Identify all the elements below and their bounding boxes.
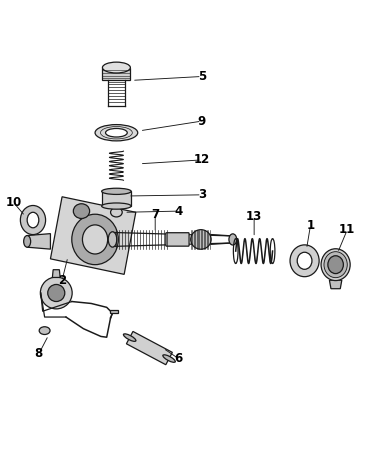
Polygon shape [52,270,60,277]
Ellipse shape [39,327,50,334]
Ellipse shape [324,252,347,278]
Ellipse shape [73,204,90,219]
Text: 11: 11 [339,223,355,236]
Polygon shape [102,67,130,80]
Polygon shape [102,191,131,206]
Ellipse shape [123,334,136,342]
Ellipse shape [321,249,350,281]
Ellipse shape [40,277,72,309]
Ellipse shape [95,124,138,141]
Polygon shape [27,234,50,249]
Polygon shape [110,310,118,313]
Ellipse shape [297,252,312,269]
Ellipse shape [102,188,131,194]
Text: 5: 5 [197,70,206,83]
Text: 8: 8 [35,347,43,361]
Ellipse shape [111,208,122,217]
Text: 3: 3 [198,188,206,201]
Ellipse shape [191,229,211,249]
Ellipse shape [24,236,31,247]
Ellipse shape [48,285,65,302]
Ellipse shape [82,225,108,254]
Text: 6: 6 [174,352,183,365]
Text: 13: 13 [246,209,262,223]
Ellipse shape [21,206,46,235]
Polygon shape [126,332,172,365]
Ellipse shape [27,212,39,228]
Ellipse shape [229,234,237,245]
Text: 12: 12 [194,153,210,166]
Ellipse shape [102,62,130,73]
Ellipse shape [290,245,319,277]
Text: 4: 4 [174,205,183,218]
Ellipse shape [102,203,131,209]
Text: 1: 1 [307,219,314,232]
Ellipse shape [72,214,118,265]
Ellipse shape [108,232,117,247]
Ellipse shape [163,355,175,362]
FancyBboxPatch shape [166,233,189,246]
Text: 2: 2 [58,274,66,287]
Ellipse shape [106,128,127,137]
Text: 9: 9 [197,114,206,128]
Text: 7: 7 [151,208,159,221]
Ellipse shape [328,256,343,274]
Polygon shape [50,197,136,275]
Polygon shape [329,280,342,289]
Text: 10: 10 [5,196,22,209]
